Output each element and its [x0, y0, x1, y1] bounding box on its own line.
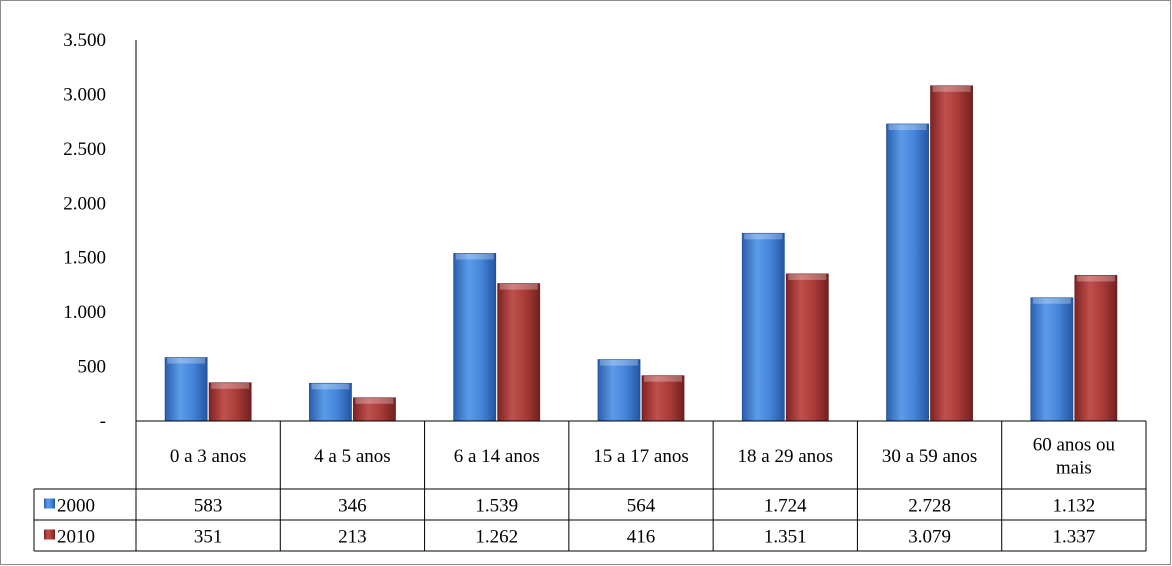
y-tick-label: 2.500: [63, 139, 106, 160]
bar-bevel: [744, 233, 783, 240]
y-tick-label: 3.500: [63, 30, 106, 51]
bar-body: [164, 357, 208, 422]
category-label: 60 anos ou: [1033, 435, 1116, 456]
bar-bevel: [888, 124, 927, 131]
bar-bevel: [644, 375, 682, 382]
bar-2000-4: [741, 232, 785, 422]
y-tick-label: -: [100, 411, 106, 432]
bar-body: [785, 273, 829, 422]
data-value-2010: 1.351: [764, 527, 807, 548]
bar-bevel: [167, 357, 206, 364]
bar-body: [497, 283, 541, 422]
bar-2010-4: [785, 273, 829, 422]
bar-body: [1074, 275, 1118, 422]
y-tick-label: 2.000: [63, 193, 106, 214]
bar-2000-0: [164, 357, 208, 422]
data-value-2010: 351: [194, 527, 223, 548]
y-tick-label: 1.000: [63, 302, 106, 323]
data-value-2000: 564: [627, 496, 656, 517]
category-label: 4 a 5 anos: [314, 446, 391, 467]
data-value-2010: 416: [627, 527, 656, 548]
bar-bevel: [455, 253, 494, 260]
category-label: 15 a 17 anos: [593, 446, 689, 467]
data-value-2000: 1.132: [1052, 496, 1095, 517]
bar-2000-6: [1030, 297, 1074, 422]
data-value-2010: 3.079: [908, 527, 951, 548]
bar-body: [453, 253, 497, 422]
bar-body: [1030, 297, 1074, 422]
data-value-2010: 1.262: [475, 527, 518, 548]
bar-bevel: [211, 382, 250, 389]
bar-bevel: [600, 359, 638, 366]
bar-2010-0: [208, 382, 252, 422]
bar-2010-5: [930, 85, 973, 422]
bar-body: [741, 232, 785, 422]
bar-2010-3: [641, 375, 685, 422]
bar-2000-5: [886, 123, 929, 422]
category-label: 0 a 3 anos: [170, 446, 247, 467]
data-value-2000: 1.539: [475, 496, 518, 517]
bar-bevel: [499, 283, 538, 290]
bar-2000-3: [597, 359, 641, 422]
bar-bevel: [355, 397, 394, 404]
bar-body: [309, 382, 352, 422]
data-table: 0 a 3 anos 4 a 5 anos 6 a 14 anos 15 a 17 a…: [33, 420, 1147, 552]
bar-bevel: [788, 273, 827, 280]
bar-2010-6: [1074, 275, 1118, 422]
bar-body: [641, 375, 685, 422]
y-axis: - 500 1.000 1.500 2.000 2.500 3.000 3.500: [63, 30, 137, 432]
data-value-2010: 213: [338, 527, 367, 548]
category-label: 30 a 59 anos: [882, 446, 978, 467]
bar-2000-2: [453, 253, 497, 422]
bar-body: [208, 382, 252, 422]
bar-2000-1: [309, 382, 352, 422]
data-value-2000: 583: [194, 496, 223, 517]
y-tick-label: 500: [78, 357, 107, 378]
bar-bevel: [311, 383, 350, 390]
legend-label-2000: 2000: [57, 496, 95, 517]
category-label: 18 a 29 anos: [738, 446, 834, 467]
legend-key-2000: [44, 498, 55, 509]
bar-body: [597, 359, 641, 422]
category-label: 6 a 14 anos: [454, 446, 540, 467]
bar-2010-1: [353, 397, 396, 422]
legend-key-2010: [44, 529, 55, 540]
y-tick-label: 3.000: [63, 84, 106, 105]
bar-bevel: [932, 85, 971, 92]
y-tick-label: 1.500: [63, 248, 106, 269]
legend-label-2010: 2010: [57, 527, 95, 548]
data-value-2000: 346: [338, 496, 367, 517]
bars: [164, 85, 1118, 422]
bar-body: [886, 123, 929, 422]
category-label: mais: [1056, 458, 1092, 479]
bar-2010-2: [497, 283, 541, 422]
data-value-2000: 2.728: [908, 496, 951, 517]
bar-bevel: [1032, 297, 1071, 304]
bar-bevel: [1076, 275, 1115, 282]
bar-body: [930, 85, 973, 422]
data-value-2010: 1.337: [1052, 527, 1095, 548]
data-value-2000: 1.724: [764, 496, 807, 517]
